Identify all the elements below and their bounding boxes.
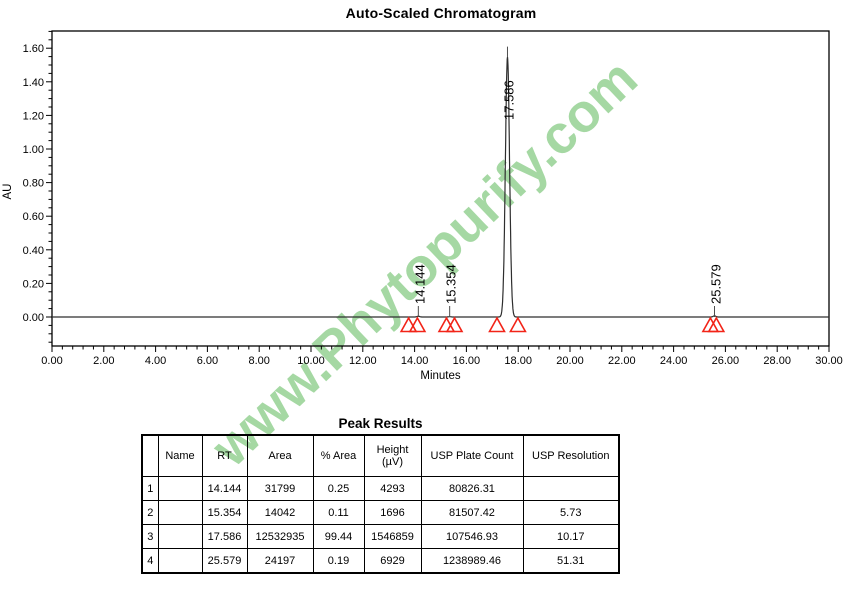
x-tick-label: 4.00	[145, 355, 166, 367]
cell	[522, 476, 620, 501]
y-tick-label: 0.60	[23, 211, 44, 223]
y-tick-label: 1.00	[23, 144, 44, 156]
chromatogram-trace	[52, 57, 829, 318]
cell: 14.144	[201, 476, 248, 501]
column-header: RT	[201, 434, 248, 477]
table-head: Name RT Area% Area Height (µV) USP Plate Cou…	[141, 434, 620, 477]
cell	[157, 548, 203, 574]
cell: 4	[141, 548, 159, 574]
x-tick-label: 28.00	[763, 355, 791, 367]
x-tick-label: 22.00	[608, 355, 636, 367]
column-header: USP Resolution	[522, 434, 620, 477]
x-tick-label: 20.00	[556, 355, 584, 367]
integration-marker-icon	[399, 316, 418, 333]
column-header	[141, 434, 159, 477]
y-tick-label: 0.00	[23, 312, 44, 324]
peak-annotations: 14.144 15.354 17.586 25.579	[412, 46, 723, 317]
x-tick-label: 16.00	[453, 355, 481, 367]
plot-frame	[51, 30, 830, 347]
cell	[157, 500, 203, 525]
cell: 17.586	[201, 524, 248, 549]
x-tick-label: 8.00	[248, 355, 269, 367]
table-row: 1 14.144 31799 0.25 4293 80826.31	[141, 476, 620, 501]
table-row: 4 25.579 24197 0.19 6929 1238989.46 51.31	[141, 548, 620, 574]
x-axis-title: Minutes	[420, 370, 461, 382]
cell: 0.11	[312, 500, 365, 525]
cell: 25.579	[201, 548, 248, 574]
cell: 12532935	[246, 524, 314, 549]
column-header: Name	[157, 434, 203, 477]
y-axis: 0.00 0.20 0.40 0.60 0.80 1.00 1.20 1.40 1.60 AU	[2, 30, 52, 343]
y-tick-label: 1.40	[23, 77, 44, 89]
cell: 3	[141, 524, 159, 549]
x-tick-label: 0.00	[41, 355, 62, 367]
column-header: Area	[246, 434, 314, 477]
cell: 107546.93	[420, 524, 524, 549]
cell: 14042	[246, 500, 314, 525]
cell: 6929	[363, 548, 422, 574]
y-tick-label: 1.60	[23, 43, 44, 55]
cell: 51.31	[522, 548, 620, 574]
y-tick-label: 0.80	[23, 178, 44, 190]
peak-label: 15.354	[444, 264, 459, 304]
cell: 1546859	[363, 524, 422, 549]
table-row: 2 15.354 14042 0.11 1696 81507.42 5.73	[141, 500, 620, 525]
cell: 80826.31	[420, 476, 524, 501]
y-tick-label: 0.20	[23, 278, 44, 290]
x-axis: 0.00 2.00 4.00 6.00 8.00 10.00 12.00 14.00 16.00…	[41, 346, 843, 382]
integration-marker-icon	[509, 316, 527, 333]
header-row: Name RT Area% Area Height (µV) USP Plate Cou…	[141, 434, 620, 477]
peak-results-table: Name RT Area% Area Height (µV) USP Plate Cou…	[141, 434, 620, 574]
y-tick-label: 1.20	[23, 110, 44, 122]
x-tick-label: 30.00	[815, 355, 843, 367]
cell: 0.25	[312, 476, 365, 501]
x-tick-label: 10.00	[297, 355, 325, 367]
cell: 4293	[363, 476, 422, 501]
cell	[157, 476, 203, 501]
x-tick-label: 18.00	[504, 355, 532, 367]
table-title: Peak Results	[338, 416, 423, 431]
column-header: Height (µV)	[363, 434, 422, 477]
x-tick-label: 26.00	[712, 355, 740, 367]
column-header: % Area	[312, 434, 365, 477]
chromatogram-plot: 0.00 2.00 4.00 6.00 8.00 10.00 12.00 14.00 16.00…	[2, 30, 843, 382]
x-tick-label: 6.00	[197, 355, 218, 367]
cell: 1	[141, 476, 159, 501]
table-row: 3 17.586 12532935 99.44 1546859 107546.93 10.1…	[141, 524, 620, 549]
peak-label: 25.579	[708, 264, 723, 304]
cell: 81507.42	[420, 500, 524, 525]
integration-marker-icon	[437, 316, 456, 333]
cell: 99.44	[312, 524, 365, 549]
x-tick-label: 12.00	[349, 355, 377, 367]
integration-marker-icon	[707, 316, 726, 333]
cell: 2	[141, 500, 159, 525]
y-tick-label: 0.40	[23, 245, 44, 257]
integration-marker-icon	[488, 316, 506, 333]
column-header: USP Plate Count	[420, 434, 524, 477]
integration-marker-icon	[445, 316, 464, 333]
cell: 10.17	[522, 524, 620, 549]
cell: 1238989.46	[420, 548, 524, 574]
peak-label: 14.144	[412, 264, 427, 304]
cell	[157, 524, 203, 549]
integration-marker-icon	[408, 316, 427, 333]
cell: 15.354	[201, 500, 248, 525]
integration-markers	[399, 316, 726, 333]
cell: 31799	[246, 476, 314, 501]
chart-title: Auto-Scaled Chromatogram	[345, 5, 537, 21]
table-body: 1 14.144 31799 0.25 4293 80826.31 2 15.354 14042…	[141, 476, 620, 574]
cell: 5.73	[522, 500, 620, 525]
cell: 0.19	[312, 548, 365, 574]
cell: 1696	[363, 500, 422, 525]
x-tick-label: 2.00	[93, 355, 114, 367]
x-tick-label: 14.00	[401, 355, 429, 367]
y-axis-title: AU	[2, 184, 14, 200]
x-tick-label: 24.00	[660, 355, 688, 367]
cell: 24197	[246, 548, 314, 574]
peak-label: 17.586	[501, 80, 516, 120]
